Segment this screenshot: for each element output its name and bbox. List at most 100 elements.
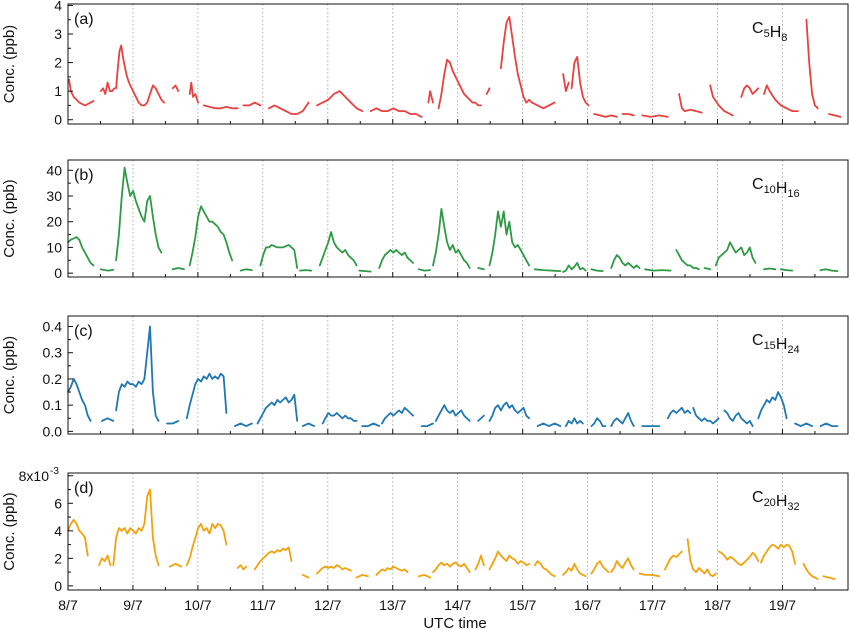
y-axis-label: Conc. (ppb)	[1, 179, 18, 257]
series-segment	[234, 422, 253, 427]
series-segment	[168, 562, 183, 568]
y-axis-label: Conc. (ppb)	[1, 492, 18, 570]
series-segment	[488, 210, 530, 267]
x-tick-label: 14/7	[444, 597, 471, 613]
series-segment	[570, 56, 590, 107]
series-segment	[434, 404, 471, 422]
x-tick-label: 15/7	[509, 597, 536, 613]
species-element: C	[752, 176, 764, 193]
series-segment	[256, 393, 299, 425]
series-segment	[590, 268, 604, 272]
y-tick-label: 0.4	[43, 318, 63, 334]
series-segment	[115, 325, 160, 422]
y-tick-label: 4	[54, 0, 62, 13]
series-segment	[437, 58, 482, 110]
species-subscript: 16	[787, 188, 799, 200]
species-subscript: 32	[787, 501, 799, 513]
series-segment	[171, 84, 180, 92]
series-segment	[355, 574, 369, 579]
series-segment	[166, 420, 180, 425]
series-segment	[188, 205, 233, 267]
series-segment	[316, 90, 364, 112]
series-segment	[316, 564, 352, 575]
series-segment	[819, 268, 839, 272]
series-segment	[709, 84, 734, 117]
series-segment	[500, 15, 556, 110]
species-element: C	[752, 332, 764, 349]
series-segment	[67, 378, 92, 422]
y-tick-label: 0	[54, 265, 62, 281]
plot-frame	[67, 159, 849, 278]
plot-frame	[67, 472, 849, 591]
series-segment	[242, 101, 262, 107]
species-subscript: 10	[764, 184, 776, 196]
series-segment	[185, 372, 228, 420]
series-segment	[474, 554, 485, 571]
x-tick-label: 9/7	[123, 597, 143, 613]
series-segment	[828, 113, 842, 118]
series-segment	[590, 417, 607, 427]
series-segment	[610, 412, 635, 427]
series-segment	[760, 543, 796, 565]
series-segment	[562, 562, 587, 578]
y-tick-label: 2	[54, 55, 62, 71]
series-segment	[715, 241, 757, 267]
x-axis-label: UTC time	[423, 615, 486, 630]
series-segment	[488, 401, 530, 422]
y-tick-label: 0.0	[43, 423, 63, 439]
series-segment	[536, 422, 562, 427]
series-segment	[763, 267, 777, 271]
series-segment	[562, 262, 587, 273]
series-segment	[99, 268, 115, 272]
x-tick-label: 16/7	[574, 597, 601, 613]
y-tick-label: 6	[54, 495, 62, 511]
y-axis-label: Conc. (ppb)	[1, 25, 18, 103]
panel-c: 0.0 0.1 0.2 0.3 0.4 Conc. (ppb) (c) C15H24	[1, 315, 849, 439]
series-segment	[638, 572, 661, 578]
x-tick-label: 13/7	[379, 597, 406, 613]
series-segment	[301, 422, 315, 427]
series-segment	[301, 574, 310, 579]
species-element: H	[776, 180, 788, 197]
x-tick-label: 11/7	[250, 597, 276, 613]
series-segment	[369, 107, 423, 118]
species-subscript: 20	[764, 497, 776, 509]
y-tick-label: 0.3	[43, 345, 63, 361]
series-segment	[417, 574, 431, 579]
y-tick-label: 3	[54, 26, 62, 42]
y-tick-label: 40	[46, 162, 62, 178]
y-tick-label: 0	[54, 112, 62, 128]
x-tick-label: 10/7	[184, 597, 211, 613]
species-subscript: 15	[764, 340, 776, 352]
y-tick-label: 0.1	[43, 397, 63, 413]
series-segment	[427, 90, 434, 104]
species-element: H	[776, 336, 788, 353]
series-segment	[321, 412, 358, 425]
y-tick-label: 30	[46, 188, 62, 204]
series-segment	[188, 81, 199, 104]
series-segment	[381, 406, 414, 425]
series-segment	[485, 87, 491, 95]
series-segment	[477, 267, 485, 271]
series-segment	[717, 550, 760, 567]
species-label: C10H16	[752, 176, 800, 200]
series-segment	[533, 268, 562, 272]
panel-label: (c)	[74, 323, 93, 340]
series-segment	[361, 422, 381, 427]
y-tick-label: 8x10	[19, 468, 50, 484]
panel-a: 0 1 2 3 4 Conc. (ppb) (a) C5H8	[1, 0, 849, 128]
panel-label: (a)	[74, 11, 94, 28]
series-segment	[239, 268, 253, 272]
series-segment	[432, 561, 471, 573]
species-label: C15H24	[752, 332, 800, 356]
series-segment	[67, 518, 89, 557]
series-segment	[259, 244, 299, 269]
y-tick-label: 20	[46, 214, 62, 230]
series-segment	[621, 113, 635, 117]
species-element: C	[752, 489, 764, 506]
series-segment	[644, 268, 672, 272]
